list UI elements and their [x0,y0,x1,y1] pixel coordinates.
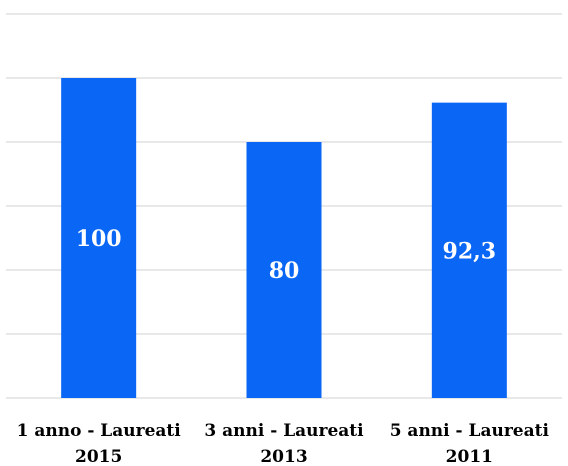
data-label: 92,3 [443,238,497,264]
category-label: 2011 [446,447,493,466]
data-labels: 100 80 92,3 [76,226,496,284]
category-label: 5 anni - Laureati [390,421,550,441]
bar [246,142,322,398]
bar [431,102,507,398]
category-labels: 1 anno - Laureati 2015 3 anni - Laureati 20… [17,421,550,466]
bars [61,78,507,398]
data-label: 80 [269,258,300,284]
bar [61,78,137,398]
category-label: 2013 [260,447,307,466]
category-label: 2015 [75,447,122,466]
data-label: 100 [76,226,122,252]
category-label: 1 anno - Laureati [17,421,182,441]
category-label: 3 anni - Laureati [204,421,364,441]
